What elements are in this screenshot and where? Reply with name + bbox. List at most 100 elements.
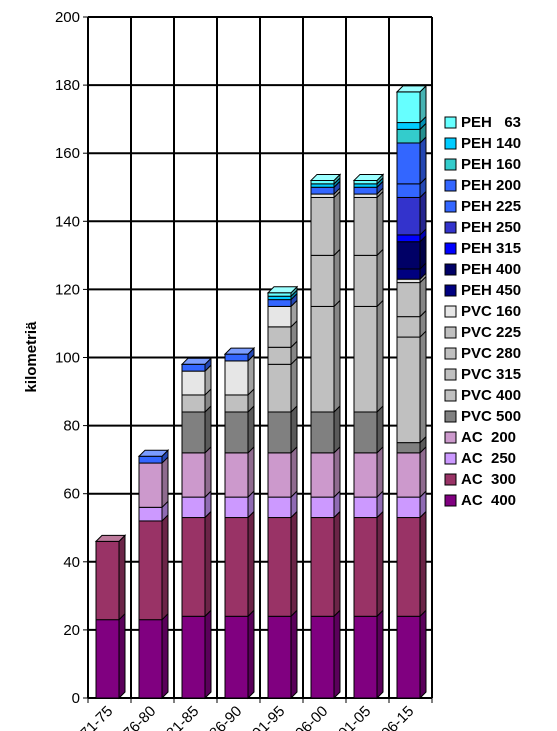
bar-segment-side — [247, 445, 255, 499]
bar-segment — [396, 282, 421, 318]
legend-label: PEH 200 — [461, 177, 521, 194]
bar-segment-side — [333, 445, 341, 499]
bar-segment — [138, 462, 163, 508]
bar-segment — [353, 452, 378, 498]
y-tick-label: 100 — [55, 350, 80, 367]
bar-segment — [224, 394, 249, 413]
legend-swatch — [444, 116, 457, 129]
bar-segment-side — [161, 513, 169, 621]
bar-segment — [181, 615, 206, 699]
bar-segment — [310, 496, 335, 519]
legend-label: PEH 225 — [461, 198, 521, 215]
bar-top — [223, 347, 256, 355]
bar-segment — [138, 455, 163, 464]
legend-label: AC 200 — [461, 429, 516, 446]
legend-swatch — [444, 431, 457, 444]
bar-segment-side — [419, 329, 427, 444]
bar-segment — [310, 186, 335, 195]
legend-swatch — [444, 410, 457, 423]
bar-segment-side — [419, 135, 427, 186]
bar-segment-side — [333, 248, 341, 308]
bar-segment-side — [290, 609, 298, 700]
bar-segment — [310, 305, 335, 413]
legend-swatch — [444, 284, 457, 297]
bar-segment — [353, 186, 378, 195]
bar-segment — [396, 122, 421, 130]
legend-label: PVC 160 — [461, 303, 521, 320]
bar-top — [266, 286, 299, 294]
legend-swatch — [444, 305, 457, 318]
legend-swatch — [444, 263, 457, 276]
bar-segment — [267, 363, 292, 413]
bar-segment — [224, 517, 249, 617]
bar-segment — [310, 517, 335, 617]
legend-label: PEH 315 — [461, 240, 521, 257]
x-tick-label: '81-85 — [161, 703, 202, 731]
bar-segment — [353, 179, 378, 185]
legend-swatch — [444, 158, 457, 171]
legend-swatch — [444, 221, 457, 234]
bar-segment-side — [161, 612, 169, 700]
legend-label: AC 300 — [461, 471, 516, 488]
x-tick-label: '86-90 — [204, 703, 245, 731]
bar-segment-side — [333, 299, 341, 414]
bar-segment-side — [376, 248, 384, 308]
bar-top — [180, 357, 213, 365]
bar-segment — [95, 540, 120, 621]
legend-label: PEH 63 — [461, 114, 521, 131]
legend-swatch — [444, 326, 457, 339]
bar-segment-side — [204, 445, 212, 499]
bar-segment-side — [376, 299, 384, 414]
bar-segment — [267, 615, 292, 699]
legend-swatch — [444, 347, 457, 360]
legend-swatch — [444, 242, 457, 255]
legend-label: PEH 400 — [461, 261, 521, 278]
bar-segment-side — [419, 445, 427, 499]
bar-segment-side — [290, 404, 298, 455]
bar-segment — [224, 496, 249, 519]
bar-segment-side — [290, 445, 298, 499]
bar-segment-side — [376, 404, 384, 455]
bar-segment — [353, 196, 378, 256]
x-tick-label: '91-95 — [247, 703, 288, 731]
bar-segment — [181, 411, 206, 454]
y-tick-label: 80 — [63, 418, 80, 435]
bar-segment-side — [376, 190, 384, 257]
legend-label: AC 250 — [461, 450, 516, 467]
y-tick-label: 120 — [55, 281, 80, 298]
y-tick-labels: 0 20 40 60 80 100 120 140 160 180 200 — [55, 9, 88, 707]
legend-label: PEH 160 — [461, 156, 521, 173]
bar-segment — [181, 452, 206, 498]
bar-segment — [181, 517, 206, 617]
bar-segment-side — [247, 609, 255, 700]
y-tick-label: 60 — [63, 486, 80, 503]
legend-swatch — [444, 179, 457, 192]
bar-segment-side — [419, 190, 427, 237]
bar-top — [395, 85, 428, 93]
bar-segment — [396, 336, 421, 444]
y-tick-label: 160 — [55, 145, 80, 162]
bar-segment — [310, 193, 335, 198]
bar-segment — [267, 299, 292, 307]
bar-segment — [353, 183, 378, 188]
bar-segment-side — [376, 445, 384, 499]
bar-top — [309, 173, 342, 181]
bar-segment — [310, 254, 335, 307]
legend-label: PVC 315 — [461, 366, 521, 383]
bar-segment — [396, 91, 421, 124]
bar-segment — [353, 517, 378, 617]
legend-label: PVC 500 — [461, 408, 521, 425]
bar-segment-side — [333, 190, 341, 257]
bar-segment — [396, 142, 421, 185]
bar-segment-side — [290, 357, 298, 414]
bar-segment-side — [247, 353, 255, 397]
legend-label: PEH 140 — [461, 135, 521, 152]
bar-segment — [181, 394, 206, 413]
bar-segment — [396, 268, 421, 280]
bar-segment-side — [419, 510, 427, 618]
bar-segment — [396, 452, 421, 498]
bar-segment-side — [204, 510, 212, 618]
bar-segment-side — [419, 609, 427, 700]
bar-segment — [396, 241, 421, 270]
bar-segment-side — [376, 609, 384, 700]
